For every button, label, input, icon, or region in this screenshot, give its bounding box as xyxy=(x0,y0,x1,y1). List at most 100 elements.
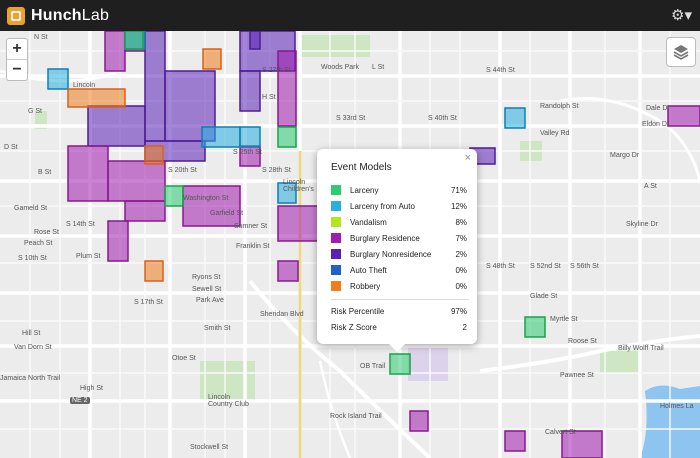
map-label: Randolph St xyxy=(540,103,579,110)
list-item: Larceny from Auto 12% xyxy=(331,198,467,214)
map-label: Lincoln Children's xyxy=(283,179,314,193)
map-label: Washington St xyxy=(183,195,229,202)
model-value: 12% xyxy=(450,201,467,211)
risk-z-score-value: 2 xyxy=(462,323,467,332)
list-item: Vandalism 8% xyxy=(331,214,467,230)
map-view[interactable]: N St Woods Park L St Lincoln Randolph St… xyxy=(0,31,700,458)
map-label: Peach St xyxy=(24,240,53,247)
close-icon[interactable]: × xyxy=(464,152,471,164)
layers-button[interactable] xyxy=(666,37,696,67)
model-name: Vandalism xyxy=(350,217,387,227)
map-label: S 44th St xyxy=(486,67,515,74)
model-value: 71% xyxy=(450,185,467,195)
map-label: S 56th St xyxy=(570,263,599,270)
list-item: Auto Theft 0% xyxy=(331,262,467,278)
map-label: Dale Dr xyxy=(646,105,670,112)
map-label: Stockwell St xyxy=(190,444,229,451)
model-name: Burglary Nonresidence xyxy=(350,249,432,259)
model-name: Larceny xyxy=(350,185,379,195)
map-label: Skyline Dr xyxy=(626,221,658,228)
map-label: Otoe St xyxy=(172,355,196,362)
map-label: G St xyxy=(28,108,43,115)
layers-icon xyxy=(673,45,689,60)
risk-percentile-row: Risk Percentile 97% xyxy=(331,307,467,316)
model-name: Robbery xyxy=(350,281,381,291)
map-label: Rock Island Trail xyxy=(330,413,382,420)
model-value: 0% xyxy=(455,281,467,291)
map-label: Sewell St xyxy=(192,286,222,293)
map-label: High St xyxy=(80,385,103,392)
map-label: Myrtle St xyxy=(550,316,578,323)
map-label: Lincoln Country Club xyxy=(208,394,249,408)
map-label: H St xyxy=(262,94,276,101)
hunchlab-logo-icon[interactable] xyxy=(7,6,25,25)
map-label: Jamaica North Trail xyxy=(0,375,61,382)
map-label: S 25th St xyxy=(233,149,262,156)
zoom-out-button[interactable]: − xyxy=(7,59,27,80)
risk-z-score-label: Risk Z Score xyxy=(331,323,377,332)
zoom-control: + − xyxy=(6,38,28,81)
map-label: S 28th St xyxy=(262,167,291,174)
risk-percentile-value: 97% xyxy=(450,307,467,316)
map-label: Pawnee St xyxy=(560,372,594,379)
event-model-list: Larceny 71% Larceny from Auto 12% Vandalis… xyxy=(331,182,467,294)
map-label: Roose St xyxy=(568,338,597,345)
robbery-swatch xyxy=(331,281,341,291)
map-label: Garfield St xyxy=(210,210,244,217)
zoom-in-button[interactable]: + xyxy=(12,40,22,57)
map-label: S 48th St xyxy=(486,263,515,270)
list-item: Larceny 71% xyxy=(331,182,467,198)
list-item: Burglary Nonresidence 2% xyxy=(331,246,467,262)
vandalism-swatch xyxy=(331,217,341,227)
risk-z-score-row: Risk Z Score 2 xyxy=(331,323,467,332)
burglary-nonresidence-swatch xyxy=(331,249,341,259)
map-label: Calvert St xyxy=(545,429,576,436)
map-label: Margo Dr xyxy=(610,152,640,159)
list-item: Robbery 0% xyxy=(331,278,467,294)
map-label: B St xyxy=(38,169,52,176)
map-label: Sumner St xyxy=(234,223,268,230)
map-canvas xyxy=(0,31,700,458)
gear-icon[interactable]: ⚙▾ xyxy=(671,7,692,24)
model-value: 0% xyxy=(455,265,467,275)
map-label: S 33rd St xyxy=(336,115,366,122)
map-label: Park Ave xyxy=(196,297,224,304)
map-label: Woods Park xyxy=(321,64,359,71)
map-label: OB Trail xyxy=(360,363,386,370)
map-label: Rose St xyxy=(34,229,59,236)
map-label: Gameld St xyxy=(14,205,48,212)
map-label: S 27th St xyxy=(262,67,291,74)
event-models-popup: × Event Models Larceny 71% Larceny from A… xyxy=(317,149,477,352)
map-label: Hill St xyxy=(22,330,41,337)
model-name: Auto Theft xyxy=(350,265,387,275)
popup-title: Event Models xyxy=(331,162,392,173)
map-label: S 14th St xyxy=(66,221,95,228)
list-item: Burglary Residence 7% xyxy=(331,230,467,246)
model-value: 2% xyxy=(455,249,467,259)
auto-theft-swatch xyxy=(331,265,341,275)
app-brand[interactable]: HunchLab xyxy=(31,7,109,25)
rock-island-trail xyxy=(318,360,352,458)
model-name: Burglary Residence xyxy=(350,233,420,243)
map-label: S 20th St xyxy=(168,167,197,174)
larceny-swatch xyxy=(331,185,341,195)
map-label: Ryons St xyxy=(192,274,221,281)
map-label: N St xyxy=(34,34,48,41)
top-bar: HunchLab ⚙▾ xyxy=(0,0,700,31)
larceny-from-auto-swatch xyxy=(331,201,341,211)
risk-cells xyxy=(47,31,700,458)
sheridan-blvd xyxy=(248,279,432,458)
map-label: NE 2 xyxy=(70,397,90,404)
map-labels: N St Woods Park L St Lincoln Randolph St… xyxy=(0,31,700,458)
curved-road xyxy=(559,97,700,182)
risk-percentile-label: Risk Percentile xyxy=(331,307,385,316)
map-label: Franklin St xyxy=(236,243,270,250)
model-value: 7% xyxy=(455,233,467,243)
map-label: S 40th St xyxy=(428,115,457,122)
map-label: Billy Wolff Trail xyxy=(618,345,664,352)
brand-bold: Hunch xyxy=(31,6,82,24)
map-label: Glade St xyxy=(530,293,558,300)
map-label: D St xyxy=(4,144,18,151)
map-label: Smith St xyxy=(204,325,231,332)
model-value: 8% xyxy=(455,217,467,227)
